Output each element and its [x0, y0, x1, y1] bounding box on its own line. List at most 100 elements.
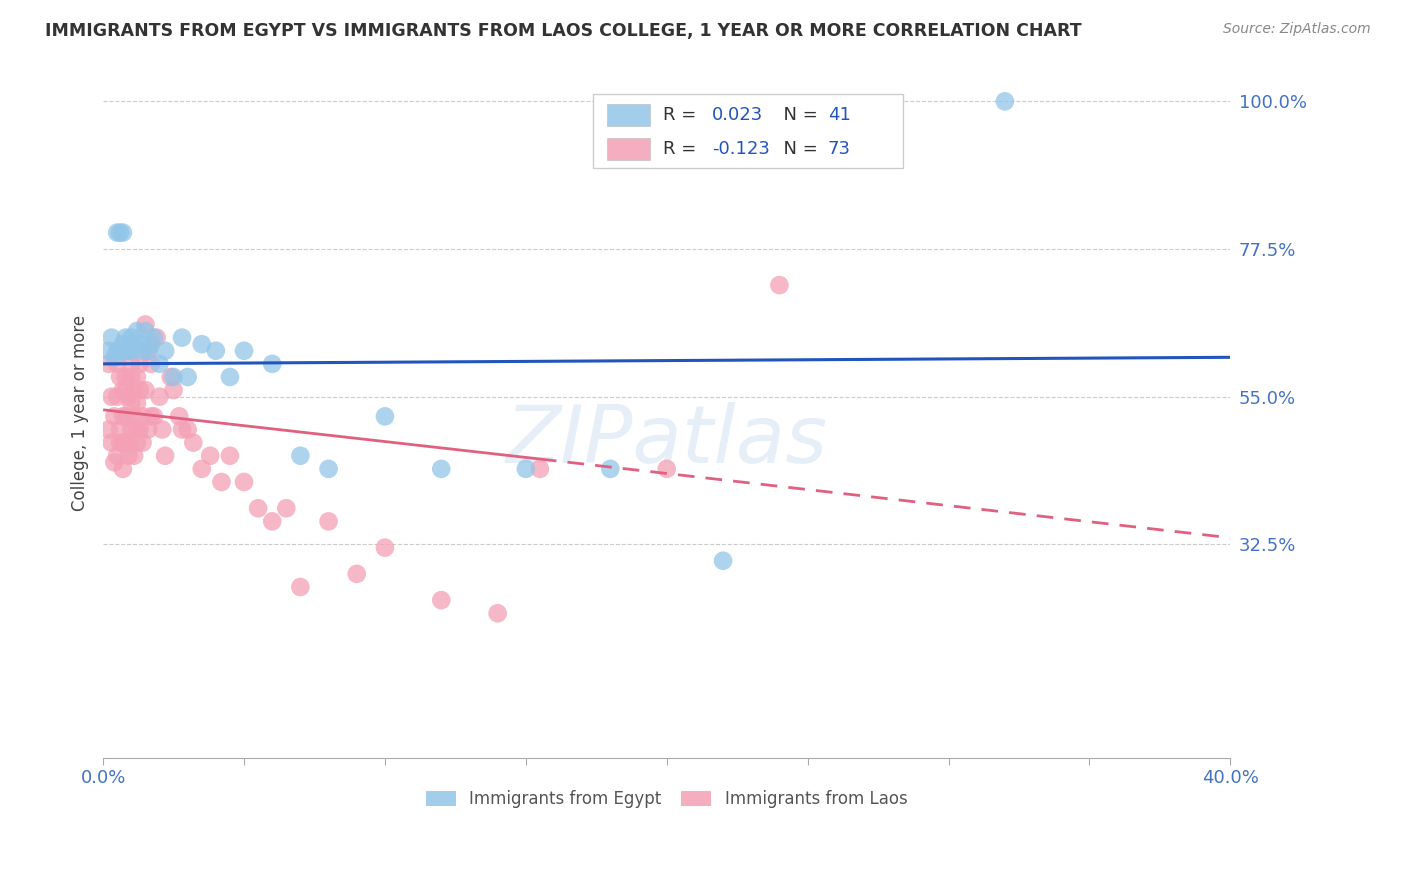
Point [148, 390, 170, 404]
Text: R =: R = [664, 106, 703, 124]
Point [122, 383, 145, 397]
Point [120, 357, 142, 371]
Text: R =: R = [664, 140, 703, 158]
Point [181, 435, 204, 450]
Point [122, 409, 145, 424]
Point [134, 383, 156, 397]
Text: 73: 73 [828, 140, 851, 158]
Point [100, 435, 122, 450]
Point [262, 514, 284, 528]
Text: 41: 41 [828, 106, 851, 124]
Point [111, 409, 134, 424]
Y-axis label: College, 1 year or more: College, 1 year or more [72, 315, 89, 511]
Point [117, 390, 139, 404]
Point [125, 396, 148, 410]
Point [108, 370, 131, 384]
Point [97, 357, 120, 371]
Point [111, 337, 134, 351]
Point [142, 409, 165, 424]
Point [233, 475, 256, 489]
Point [117, 343, 139, 358]
Point [655, 462, 678, 476]
Point [176, 422, 198, 436]
Point [114, 409, 136, 424]
Point [108, 343, 131, 358]
Point [247, 501, 270, 516]
Point [108, 435, 131, 450]
Point [711, 554, 734, 568]
Point [318, 514, 340, 528]
Point [125, 324, 148, 338]
Point [211, 475, 233, 489]
Point [103, 455, 125, 469]
Point [200, 449, 222, 463]
Point [111, 435, 134, 450]
Point [150, 422, 173, 436]
Point [105, 357, 128, 371]
Point [170, 422, 193, 436]
Point [599, 462, 621, 476]
Point [994, 95, 1017, 109]
Text: 0.023: 0.023 [711, 106, 763, 124]
Legend: Immigrants from Egypt, Immigrants from Laos: Immigrants from Egypt, Immigrants from L… [419, 783, 914, 814]
Text: Source: ZipAtlas.com: Source: ZipAtlas.com [1223, 22, 1371, 37]
Point [233, 343, 256, 358]
Point [430, 593, 453, 607]
Point [103, 351, 125, 365]
FancyBboxPatch shape [607, 138, 650, 161]
Point [374, 541, 396, 555]
Point [120, 422, 142, 436]
Point [128, 357, 150, 371]
Point [145, 330, 167, 344]
Point [768, 278, 790, 293]
Point [290, 580, 312, 594]
Point [529, 462, 551, 476]
Point [136, 422, 159, 436]
Point [205, 343, 228, 358]
Point [114, 330, 136, 344]
Point [100, 390, 122, 404]
FancyBboxPatch shape [593, 94, 904, 169]
Text: ZIPatlas: ZIPatlas [506, 401, 828, 480]
Point [131, 343, 153, 358]
Point [167, 409, 190, 424]
Point [139, 337, 162, 351]
Point [148, 357, 170, 371]
Point [120, 370, 142, 384]
Text: N =: N = [772, 140, 823, 158]
Text: IMMIGRANTS FROM EGYPT VS IMMIGRANTS FROM LAOS COLLEGE, 1 YEAR OR MORE CORRELATIO: IMMIGRANTS FROM EGYPT VS IMMIGRANTS FROM… [45, 22, 1081, 40]
Point [105, 226, 128, 240]
Point [97, 422, 120, 436]
Point [100, 330, 122, 344]
Point [139, 409, 162, 424]
Point [125, 370, 148, 384]
Point [219, 370, 242, 384]
Point [108, 422, 131, 436]
Point [134, 318, 156, 332]
Point [128, 337, 150, 351]
Point [176, 370, 198, 384]
Point [114, 343, 136, 358]
Point [128, 422, 150, 436]
Point [108, 226, 131, 240]
Point [162, 383, 184, 397]
Point [120, 396, 142, 410]
Point [318, 462, 340, 476]
Point [486, 607, 509, 621]
Point [117, 435, 139, 450]
Point [515, 462, 537, 476]
Point [125, 422, 148, 436]
Point [117, 449, 139, 463]
Point [111, 226, 134, 240]
Point [105, 390, 128, 404]
Point [114, 383, 136, 397]
Point [111, 462, 134, 476]
Point [290, 449, 312, 463]
Point [120, 330, 142, 344]
Point [125, 435, 148, 450]
Point [105, 449, 128, 463]
Point [262, 357, 284, 371]
Point [120, 343, 142, 358]
Point [190, 337, 212, 351]
Point [122, 449, 145, 463]
